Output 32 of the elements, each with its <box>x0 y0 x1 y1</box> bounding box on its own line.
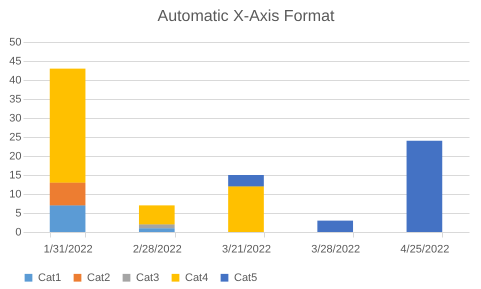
bar <box>228 186 264 232</box>
y-tick-label: 15 <box>9 170 22 182</box>
y-tick-label: 10 <box>9 188 22 200</box>
bar <box>50 182 86 206</box>
y-tick-label: 35 <box>9 94 22 106</box>
y-tick-label: 0 <box>15 226 22 238</box>
legend-label: Cat1 <box>38 272 62 284</box>
x-tick-label: 2/28/2022 <box>132 244 182 256</box>
bar <box>138 228 175 232</box>
x-tick-label: 3/21/2022 <box>222 244 271 256</box>
y-tick-label: 30 <box>9 112 22 124</box>
bar <box>406 140 442 232</box>
legend-label: Cat2 <box>87 272 110 284</box>
y-tick-label: 40 <box>9 74 22 86</box>
bar <box>50 205 86 232</box>
y-tick-label: 50 <box>9 36 22 48</box>
bar <box>138 224 175 228</box>
legend-label: Cat5 <box>234 272 258 284</box>
x-tick-label: 1/31/2022 <box>44 244 93 256</box>
chart-title: Automatic X-Axis Format <box>158 8 336 25</box>
bar <box>138 205 175 224</box>
y-tick-label: 25 <box>9 132 22 144</box>
bar <box>317 220 354 232</box>
y-tick-label: 5 <box>15 208 22 220</box>
bar <box>228 175 264 186</box>
x-tick-label: 4/25/2022 <box>400 244 450 256</box>
y-tick-label: 45 <box>9 56 22 68</box>
legend-label: Cat4 <box>185 272 208 284</box>
x-tick-label: 3/28/2022 <box>311 244 360 256</box>
legend-label: Cat3 <box>136 272 160 284</box>
y-tick-label: 20 <box>9 150 22 162</box>
bar <box>50 68 86 183</box>
